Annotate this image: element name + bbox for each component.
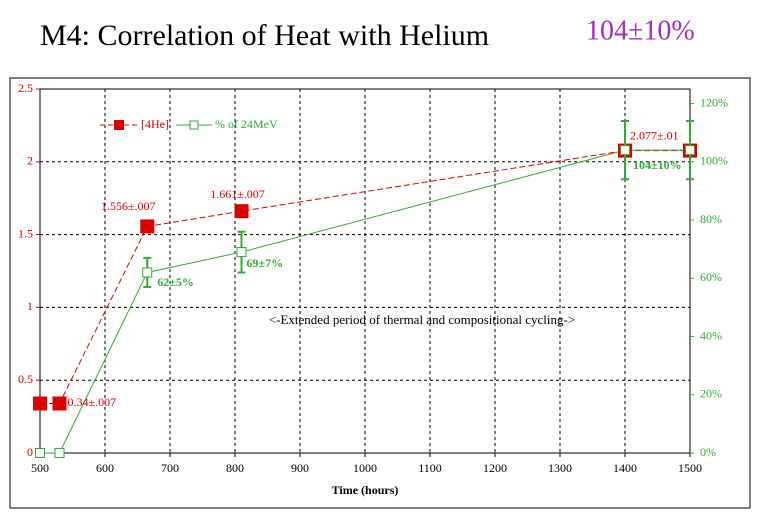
marker bbox=[52, 396, 67, 411]
data-label: 1.661±.007 bbox=[210, 187, 265, 201]
marker bbox=[236, 247, 247, 258]
x-tick-label: 1500 bbox=[678, 461, 702, 475]
y-tick-label: 0 bbox=[27, 445, 33, 459]
legend-label: [4He] bbox=[141, 117, 169, 131]
y2-tick-label: 0% bbox=[700, 445, 716, 459]
marker bbox=[685, 145, 695, 156]
marker bbox=[142, 267, 153, 278]
data-label: 0.34±.007 bbox=[68, 395, 117, 409]
y2-tick-label: 100% bbox=[700, 154, 728, 168]
legend-marker bbox=[114, 120, 124, 130]
x-tick-label: 700 bbox=[161, 461, 179, 475]
x-tick-label: 1000 bbox=[353, 461, 377, 475]
y2-tick-label: 20% bbox=[700, 387, 722, 401]
x-tick-label: 900 bbox=[291, 461, 309, 475]
x-tick-label: 1300 bbox=[548, 461, 572, 475]
data-label: 1.556±.007 bbox=[101, 199, 156, 213]
legend-label: % of 24MeV bbox=[215, 117, 278, 131]
x-tick-label: 800 bbox=[226, 461, 244, 475]
data-label: 104±10% bbox=[633, 158, 682, 172]
marker bbox=[234, 204, 249, 219]
y-tick-label: 2.5 bbox=[18, 81, 33, 95]
marker bbox=[35, 448, 45, 458]
x-tick-label: 500 bbox=[31, 461, 49, 475]
marker bbox=[54, 448, 65, 458]
x-tick-label: 1100 bbox=[418, 461, 442, 475]
x-tick-label: 600 bbox=[96, 461, 114, 475]
x-tick-label: 1400 bbox=[613, 461, 637, 475]
marker bbox=[140, 219, 155, 234]
chart-title: M4: Correlation of Heat with Helium bbox=[40, 19, 489, 52]
callout: 104±10% bbox=[586, 15, 695, 46]
y-tick-label: 1 bbox=[27, 299, 33, 313]
y2-tick-label: 40% bbox=[700, 328, 722, 342]
x-axis-label: Time (hours) bbox=[332, 483, 399, 497]
marker bbox=[33, 396, 47, 411]
data-label: 2.077±.01 bbox=[630, 128, 679, 142]
legend-marker bbox=[189, 120, 199, 130]
marker bbox=[620, 145, 630, 156]
y-tick-label: 0.5 bbox=[18, 372, 33, 386]
y-tick-label: 2 bbox=[27, 154, 33, 168]
annotation: <-Extended period of thermal and composi… bbox=[269, 312, 575, 327]
data-label: 62±5% bbox=[157, 275, 194, 289]
y2-tick-label: 60% bbox=[700, 270, 722, 284]
data-label: 69±7% bbox=[247, 256, 284, 270]
y2-tick-label: 120% bbox=[700, 95, 728, 109]
y-tick-label: 1.5 bbox=[18, 226, 33, 240]
y2-tick-label: 80% bbox=[700, 212, 722, 226]
x-tick-label: 1200 bbox=[483, 461, 507, 475]
chart-frame bbox=[9, 77, 751, 509]
